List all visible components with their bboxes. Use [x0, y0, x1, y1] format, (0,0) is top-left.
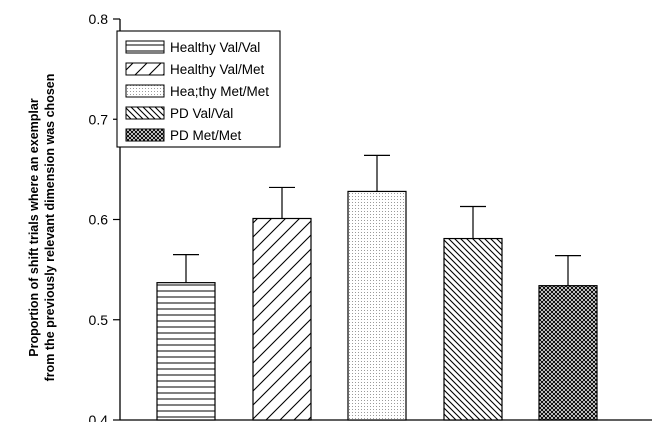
- legend-label: Healthy Val/Val: [170, 40, 260, 55]
- legend-label: Hea;thy Met/Met: [170, 84, 269, 99]
- bar: [252, 217, 312, 421]
- bar: [443, 237, 503, 421]
- y-axis-label: Proportion of shift trials where an exem…: [27, 74, 57, 382]
- y-axis-label-line: Proportion of shift trials where an exem…: [27, 98, 41, 357]
- bar: [538, 285, 598, 421]
- y-tick-label: 0.7: [89, 111, 109, 127]
- y-tick-label: 0.8: [89, 11, 109, 27]
- legend: Healthy Val/Val Healthy Val/Met Hea;thy Me…: [116, 30, 281, 148]
- legend-label: PD Met/Met: [170, 128, 242, 143]
- legend-swatch: [125, 106, 165, 120]
- legend-swatch: [125, 40, 165, 54]
- bar: [156, 282, 216, 421]
- y-axis-label-line: from the previously relevant dimension w…: [43, 74, 57, 382]
- legend-swatch: [125, 128, 165, 142]
- y-tick-label: 0.5: [89, 312, 109, 328]
- bars: [156, 154, 598, 421]
- legend-label: PD Val/Val: [170, 106, 233, 121]
- legend-swatch: [125, 62, 165, 76]
- legend-swatch: [125, 84, 165, 98]
- y-tick-label: 0.4: [89, 412, 109, 422]
- bar: [347, 190, 407, 421]
- y-tick-label: 0.6: [89, 212, 109, 228]
- legend-label: Healthy Val/Met: [170, 62, 265, 77]
